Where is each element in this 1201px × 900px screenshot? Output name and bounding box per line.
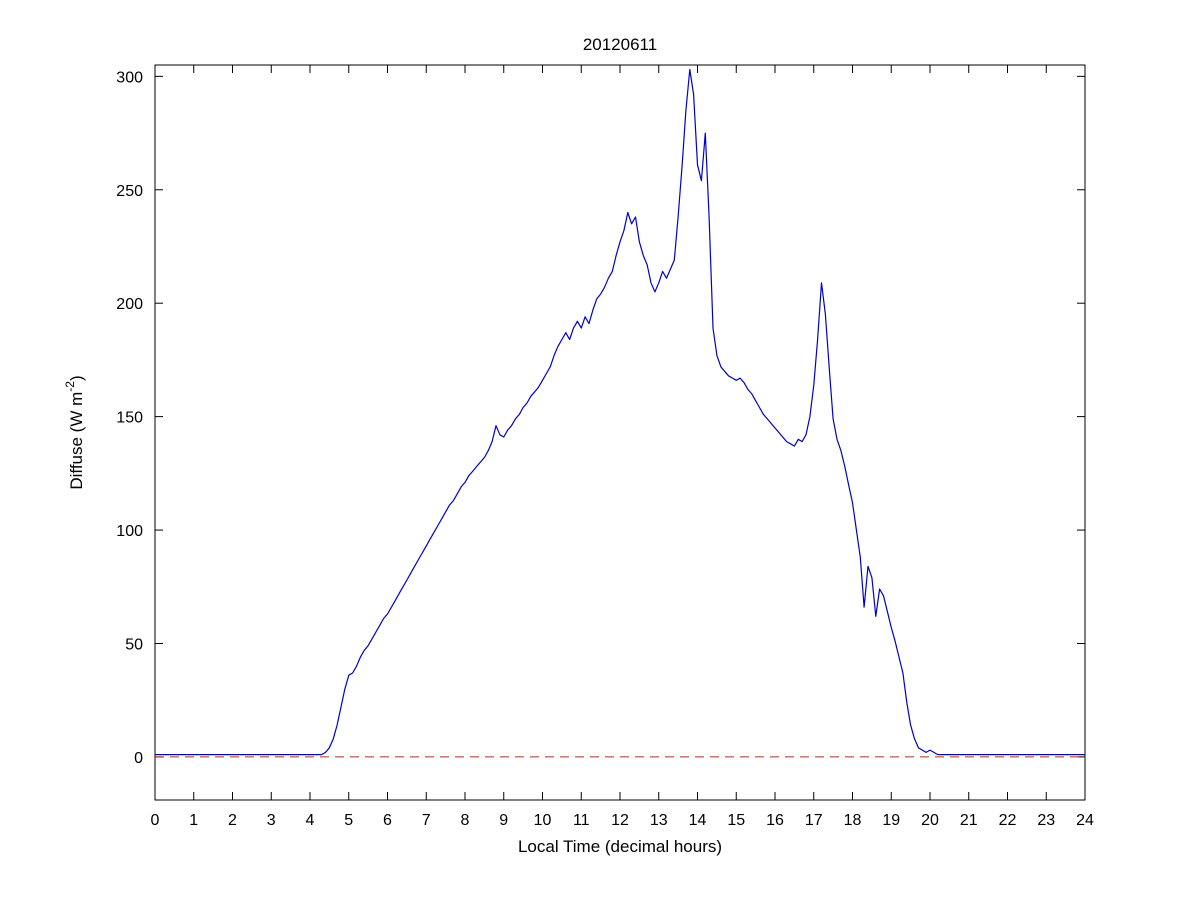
y-tick-label: 150 [116,410,143,427]
x-tick-label: 23 [1037,812,1055,829]
x-tick-label: 11 [573,812,590,829]
diffuse-line [155,68,1085,756]
x-tick-label: 20 [921,812,939,829]
x-tick-label: 12 [611,812,629,829]
x-tick-label: 8 [461,812,470,829]
y-tick-label: 100 [116,523,143,540]
x-tick-label: 14 [689,812,707,829]
x-tick-label: 13 [650,812,668,829]
x-tick-label: 5 [344,812,353,829]
x-tick-label: 3 [267,812,276,829]
x-tick-label: 21 [960,812,978,829]
plot-area-border [154,64,1086,801]
x-tick-label: 4 [306,812,315,829]
x-tick-label: 19 [882,812,900,829]
x-tick-label: 18 [844,812,862,829]
x-tick-label: 10 [534,812,552,829]
x-tick-label: 6 [383,812,392,829]
x-tick-label: 16 [766,812,784,829]
x-tick-label: 0 [151,812,160,829]
y-tick-label: 300 [116,69,143,86]
x-tick-label: 2 [228,812,237,829]
y-tick-label: 0 [134,750,143,767]
y-tick-label: 200 [116,296,143,313]
x-tick-label: 15 [727,812,745,829]
x-tick-label: 17 [805,812,823,829]
y-axis-label: Diffuse (W m-2) [63,375,86,489]
x-tick-label: 7 [422,812,431,829]
y-tick-label: 50 [125,636,143,653]
chart-title: 20120611 [583,35,657,54]
x-tick-label: 9 [499,812,508,829]
x-tick-label: 1 [189,812,198,829]
y-tick-label: 250 [116,183,143,200]
x-axis-label: Local Time (decimal hours) [518,837,722,856]
x-tick-label: 22 [999,812,1017,829]
x-tick-label: 24 [1076,812,1094,829]
